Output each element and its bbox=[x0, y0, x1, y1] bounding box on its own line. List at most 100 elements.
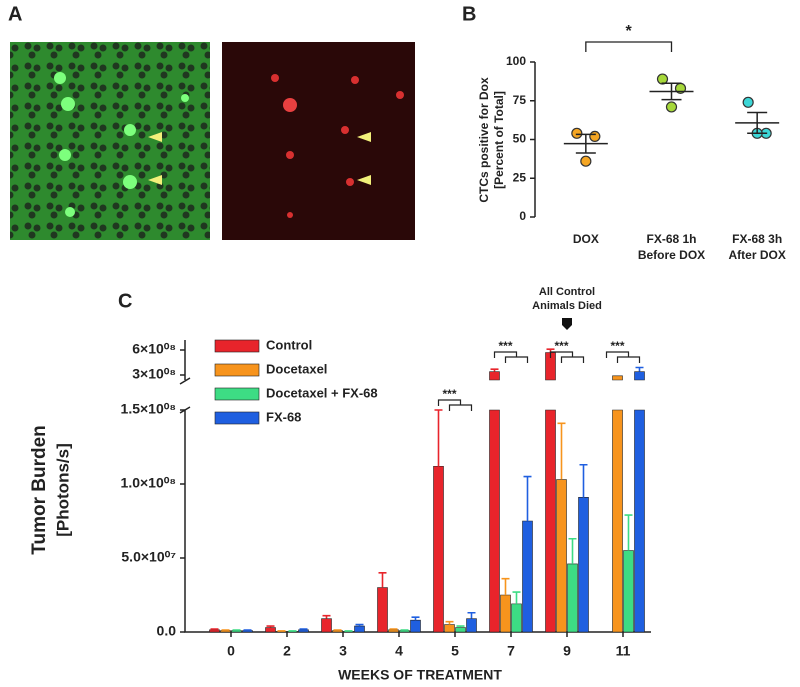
error-bar bbox=[411, 616, 420, 621]
error-bar bbox=[445, 620, 454, 625]
error-bar bbox=[575, 133, 596, 154]
bar bbox=[377, 587, 388, 633]
point bbox=[580, 155, 592, 167]
legend-label: FX-68 bbox=[266, 409, 301, 424]
bar bbox=[399, 630, 410, 633]
error-bar bbox=[490, 368, 499, 372]
error-bar bbox=[299, 628, 308, 630]
error-bar bbox=[501, 577, 510, 595]
bar bbox=[321, 618, 332, 633]
error-bar bbox=[434, 409, 443, 467]
bar bbox=[489, 371, 500, 633]
annotation: All Control bbox=[539, 286, 595, 298]
x-tick-label: Before DOX bbox=[638, 248, 705, 262]
bar bbox=[444, 624, 455, 633]
y-tick-label: 1.0×10⁰⁸ bbox=[121, 475, 176, 491]
x-tick-label: 0 bbox=[227, 643, 235, 659]
bar bbox=[612, 375, 623, 633]
bar bbox=[220, 630, 231, 633]
panel-label: A bbox=[8, 3, 22, 25]
x-tick-label: After DOX bbox=[728, 248, 785, 262]
error-bar bbox=[512, 591, 521, 604]
legend-label: Control bbox=[266, 337, 312, 352]
x-tick-label: FX-68 3h bbox=[732, 232, 782, 246]
bar bbox=[455, 627, 466, 633]
bar bbox=[209, 629, 220, 633]
significance-label: *** bbox=[442, 387, 456, 401]
y-axis-label: [Percent of Total] bbox=[492, 91, 506, 189]
error-bar bbox=[568, 537, 577, 564]
error-bar bbox=[747, 111, 768, 135]
point bbox=[665, 101, 678, 113]
x-tick-label: 2 bbox=[283, 643, 291, 659]
significance-label: *** bbox=[610, 339, 624, 353]
panel-label: C bbox=[118, 290, 132, 312]
bar bbox=[545, 352, 556, 633]
bar bbox=[511, 603, 522, 633]
error-bar bbox=[456, 625, 465, 628]
point bbox=[589, 130, 601, 142]
x-tick-label: FX-68 1h bbox=[646, 232, 696, 246]
significance-bracket bbox=[585, 41, 673, 52]
y-tick-label: 5.0×10⁰⁷ bbox=[121, 549, 176, 565]
micrograph-red bbox=[222, 42, 415, 240]
error-bar bbox=[624, 514, 633, 551]
bar bbox=[500, 594, 511, 633]
bar bbox=[388, 629, 399, 633]
legend-swatch bbox=[214, 363, 260, 377]
bar bbox=[578, 497, 589, 633]
bar bbox=[410, 619, 421, 633]
x-tick-label: 11 bbox=[616, 643, 631, 659]
significance-bracket bbox=[493, 351, 529, 363]
x-axis-label: WEEKS OF TREATMENT bbox=[338, 667, 502, 683]
x-tick-label: 3 bbox=[339, 643, 347, 659]
bar bbox=[466, 618, 477, 633]
y-axis-label: [Photons/s] bbox=[53, 443, 72, 537]
bar bbox=[298, 629, 309, 633]
bar bbox=[265, 627, 276, 633]
significance-label: *** bbox=[498, 339, 512, 353]
y-axis-label: CTCs positive for Dox bbox=[477, 77, 491, 203]
legend-label: Docetaxel + FX-68 bbox=[266, 385, 378, 400]
x-tick-label: 4 bbox=[395, 643, 403, 659]
x-tick-label: 5 bbox=[451, 643, 459, 659]
error-bar bbox=[523, 475, 532, 521]
x-tick-label: DOX bbox=[573, 232, 599, 246]
point bbox=[571, 127, 583, 139]
error-bar bbox=[322, 614, 331, 619]
legend-swatch bbox=[214, 387, 260, 401]
x-tick-label: 7 bbox=[507, 643, 515, 659]
error-bar bbox=[557, 422, 566, 480]
y-tick-label: 25 bbox=[513, 170, 527, 184]
bar bbox=[433, 465, 444, 633]
bar bbox=[332, 630, 343, 633]
error-bar bbox=[635, 366, 644, 372]
y-tick-label: 0 bbox=[519, 209, 526, 223]
bar bbox=[567, 563, 578, 633]
error-bar bbox=[661, 82, 682, 101]
significance-bracket bbox=[605, 351, 641, 363]
bar bbox=[231, 630, 242, 633]
bar bbox=[354, 625, 365, 633]
annotation: Animals Died bbox=[532, 300, 602, 312]
y-tick-label: 3×10⁰⁸ bbox=[132, 366, 176, 382]
y-axis-label: Tumor Burden bbox=[29, 425, 50, 554]
significance-bracket bbox=[549, 351, 585, 363]
annotation-arrow bbox=[562, 318, 572, 330]
error-bar bbox=[579, 463, 588, 498]
point bbox=[656, 73, 669, 85]
y-tick-label: 0.0 bbox=[157, 623, 177, 639]
error-bar bbox=[355, 623, 364, 627]
legend-swatch bbox=[214, 411, 260, 425]
significance-label: *** bbox=[554, 339, 568, 353]
error-bar bbox=[210, 628, 219, 630]
y-tick-label: 1.5×10⁰⁸ bbox=[121, 401, 176, 417]
y-tick-label: 100 bbox=[506, 54, 526, 68]
bar bbox=[623, 550, 634, 633]
point bbox=[742, 96, 754, 108]
error-bar bbox=[266, 625, 275, 628]
bar bbox=[634, 371, 645, 633]
bar bbox=[242, 630, 253, 633]
legend-label: Docetaxel bbox=[266, 361, 327, 376]
